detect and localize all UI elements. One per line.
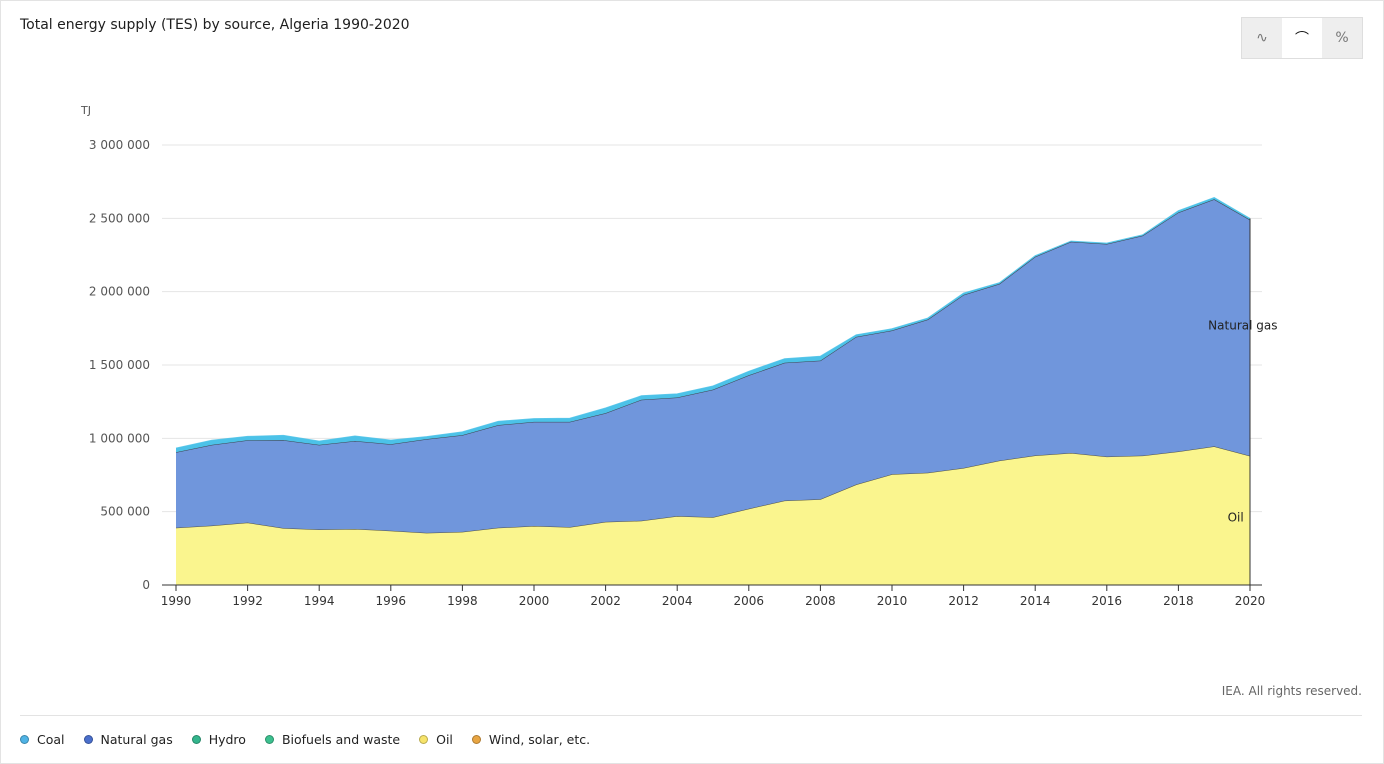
legend-label: Oil bbox=[436, 732, 453, 747]
area-chart: 0 500 000 1 000 000 1 500 000 2 000 000 2 500… bbox=[80, 104, 1277, 608]
natural-gas-swatch-icon bbox=[83, 735, 93, 744]
line-chart-icon[interactable]: ∿ bbox=[1242, 18, 1282, 58]
x-tick-label: 1998 bbox=[447, 594, 478, 608]
x-tick-label: 1996 bbox=[376, 594, 407, 608]
biofuels-swatch-icon bbox=[264, 735, 274, 744]
x-tick-label: 2010 bbox=[877, 594, 908, 608]
x-tick-label: 1990 bbox=[161, 594, 192, 608]
legend-label: Coal bbox=[37, 732, 65, 747]
legend-divider bbox=[20, 715, 1362, 716]
series-annotation: Natural gas bbox=[1208, 318, 1277, 332]
legend-item-biofuels[interactable]: Biofuels and waste bbox=[264, 732, 401, 747]
x-tick-label: 2004 bbox=[662, 594, 693, 608]
percent-icon[interactable]: % bbox=[1322, 18, 1362, 58]
legend-label: Hydro bbox=[208, 732, 246, 747]
x-tick-label: 2020 bbox=[1235, 594, 1266, 608]
copyright-credit: IEA. All rights reserved. bbox=[1221, 684, 1362, 698]
y-tick-label: 1 500 000 bbox=[89, 358, 150, 372]
area-oil bbox=[176, 446, 1250, 585]
area-natural-gas bbox=[176, 199, 1250, 533]
x-tick-label: 2014 bbox=[1020, 594, 1051, 608]
x-tick-label: 2008 bbox=[805, 594, 836, 608]
x-tick-label: 2006 bbox=[734, 594, 765, 608]
y-axis-label: TJ bbox=[80, 104, 91, 117]
x-tick-label: 2012 bbox=[948, 594, 979, 608]
series-annotation: Oil bbox=[1228, 511, 1244, 525]
legend-item-hydro[interactable]: Hydro bbox=[191, 732, 246, 747]
oil-swatch-icon bbox=[419, 735, 429, 744]
chart-view-toggle: ∿ ⌒ % bbox=[1241, 17, 1363, 59]
x-tick-label: 2018 bbox=[1163, 594, 1194, 608]
y-tick-label: 2 500 000 bbox=[89, 211, 150, 225]
y-tick-label: 3 000 000 bbox=[89, 138, 150, 152]
y-tick-label: 2 000 000 bbox=[89, 285, 150, 299]
wind-solar-swatch-icon bbox=[471, 735, 481, 744]
hydro-swatch-icon bbox=[191, 735, 201, 744]
legend-item-natural-gas[interactable]: Natural gas bbox=[83, 732, 173, 747]
coal-swatch-icon bbox=[20, 735, 29, 744]
x-tick-label: 2002 bbox=[590, 594, 621, 608]
chart-title: Total energy supply (TES) by source, Alg… bbox=[20, 17, 410, 33]
x-tick-label: 2000 bbox=[519, 594, 550, 608]
legend-label: Biofuels and waste bbox=[281, 732, 401, 747]
legend-label: Wind, solar, etc. bbox=[488, 732, 591, 747]
legend-item-coal[interactable]: Coal bbox=[20, 732, 65, 747]
legend-item-wind-solar[interactable]: Wind, solar, etc. bbox=[471, 732, 591, 747]
x-tick-label: 1994 bbox=[304, 594, 335, 608]
x-tick-label: 2016 bbox=[1092, 594, 1123, 608]
legend-item-oil[interactable]: Oil bbox=[419, 732, 453, 747]
legend: Coal Natural gas Hydro Biofuels and wast… bbox=[20, 732, 609, 747]
area-chart-icon[interactable]: ⌒ bbox=[1282, 18, 1322, 58]
series-line-hydro bbox=[175, 196, 1251, 449]
x-tick-label: 1992 bbox=[232, 594, 263, 608]
y-tick-label: 500 000 bbox=[100, 505, 150, 519]
y-tick-label: 1 000 000 bbox=[89, 431, 150, 445]
y-tick-label: 0 bbox=[142, 578, 150, 592]
legend-label: Natural gas bbox=[100, 732, 173, 747]
